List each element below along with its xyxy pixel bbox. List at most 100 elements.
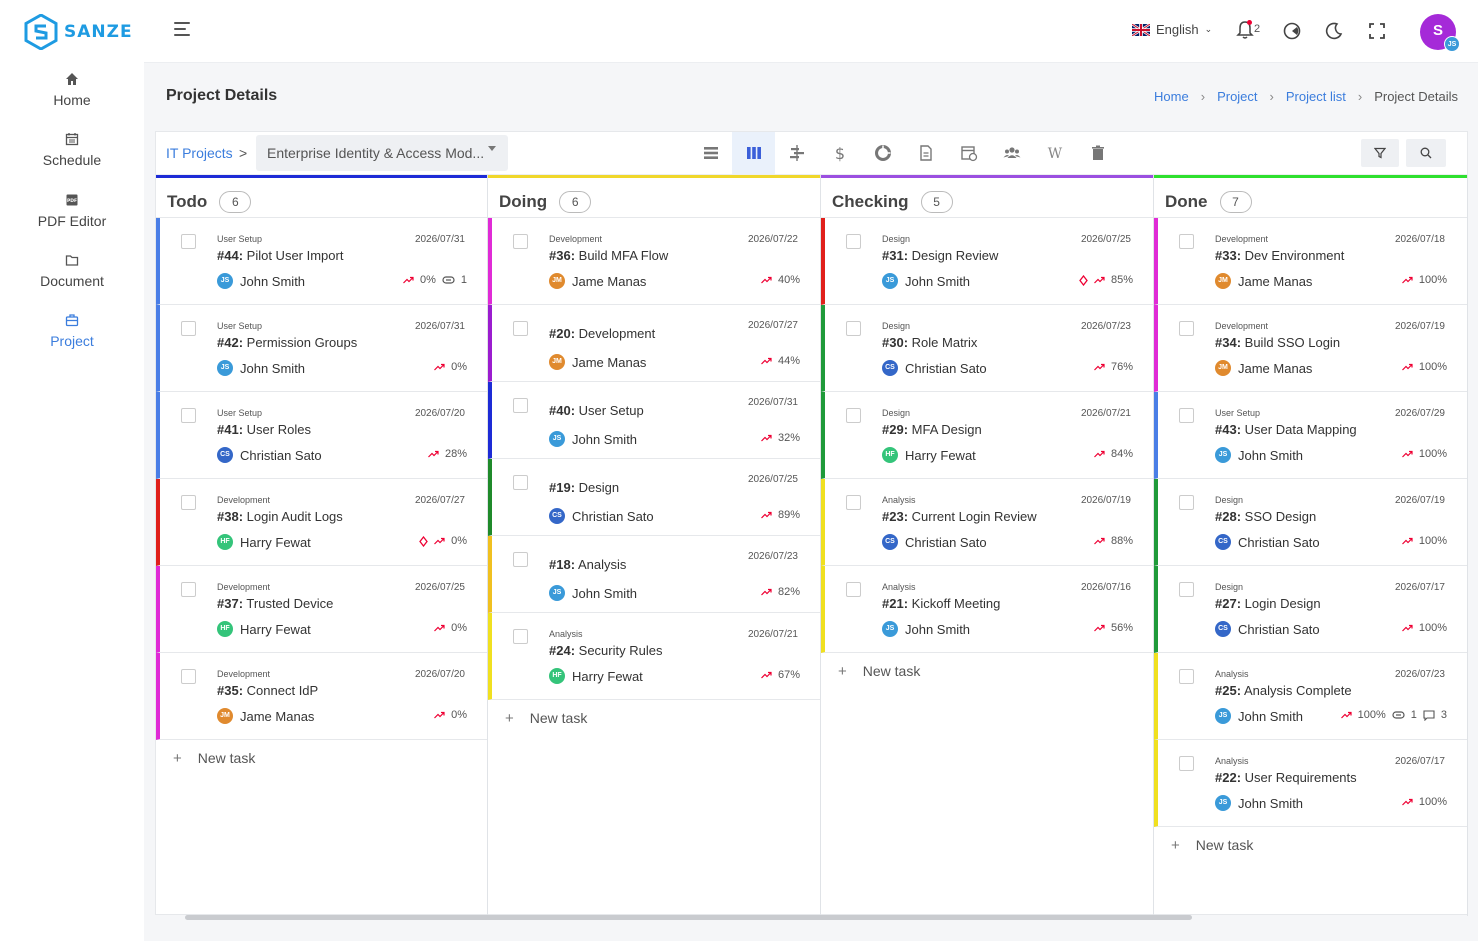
task-card[interactable]: 2026/07/25 #19: Design CS Christian Sato 89% [488, 459, 820, 536]
task-number: #22: [1215, 770, 1242, 785]
task-card[interactable]: Design 2026/07/19 #28: SSO Design CS Christi… [1154, 479, 1467, 566]
wiki-button[interactable]: W [1033, 132, 1076, 174]
cost-button[interactable]: $ [818, 132, 861, 174]
chart-button[interactable] [861, 132, 904, 174]
task-card[interactable]: Design 2026/07/23 #30: Role Matrix CS Christ… [821, 305, 1153, 392]
task-checkbox[interactable] [846, 408, 861, 423]
task-due-date: 2026/07/31 [747, 397, 798, 408]
task-card[interactable]: 2026/07/23 #18: Analysis JS John Smith 82% [488, 536, 820, 613]
new-task-label: New task [1195, 837, 1254, 853]
notifications-button[interactable]: 2 [1236, 20, 1260, 45]
task-card[interactable]: User Setup 2026/07/31 #44: Pilot User Impo… [156, 218, 487, 305]
task-checkbox[interactable] [181, 321, 196, 336]
task-card[interactable]: Design 2026/07/17 #27: Login Design CS Chris… [1154, 566, 1467, 653]
assignee-name: Christian Sato [905, 360, 987, 376]
horizontal-scrollbar[interactable] [185, 915, 1192, 920]
column-todo: Todo 6 User Setup 2026/07/31 #44: Pilot User… [156, 175, 488, 916]
sidebar-item-home[interactable]: Home [0, 72, 144, 108]
task-card[interactable]: Development 2026/07/19 #34: Build SSO Logi… [1154, 305, 1467, 392]
language-selector[interactable]: English ⌄ [1132, 22, 1212, 37]
task-card[interactable]: Development 2026/07/18 #33: Dev Environmen… [1154, 218, 1467, 305]
task-card[interactable]: 2026/07/27 #20: Development JM Jame Manas 44… [488, 305, 820, 382]
task-checkbox[interactable] [1179, 756, 1194, 771]
task-card[interactable]: Analysis 2026/07/23 #25: Analysis Complete… [1154, 653, 1467, 740]
task-card[interactable]: Design 2026/07/21 #29: MFA Design HF Harry F… [821, 392, 1153, 479]
trend-up-icon [761, 434, 772, 442]
fullscreen-icon[interactable] [1367, 21, 1387, 41]
task-checkbox[interactable] [1179, 321, 1194, 336]
task-checkbox[interactable] [846, 321, 861, 336]
task-card[interactable]: Development 2026/07/22 #36: Build MFA Flow… [488, 218, 820, 305]
task-checkbox[interactable] [181, 582, 196, 597]
task-checkbox[interactable] [846, 582, 861, 597]
task-checkbox[interactable] [1179, 495, 1194, 510]
menu-toggle-icon[interactable] [174, 22, 190, 38]
sidebar-item-project[interactable]: Project [0, 313, 144, 349]
task-card[interactable]: Analysis 2026/07/21 #24: Security Rules HF H… [488, 613, 820, 700]
task-assignee: JS John Smith [217, 360, 305, 376]
document-button[interactable] [904, 132, 947, 174]
new-task-button[interactable]: + New task [821, 653, 1153, 693]
task-due-date: 2026/07/19 [1394, 321, 1445, 332]
task-checkbox[interactable] [513, 475, 528, 490]
dark-mode-icon[interactable] [1324, 21, 1344, 41]
task-card[interactable]: User Setup 2026/07/20 #41: User Roles CS Chr… [156, 392, 487, 479]
task-checkbox[interactable] [181, 234, 196, 249]
task-card[interactable]: 2026/07/31 #40: User Setup JS John Smith 32% [488, 382, 820, 459]
task-checkbox[interactable] [513, 552, 528, 567]
task-category: User Setup [217, 321, 263, 331]
task-checkbox[interactable] [846, 495, 861, 510]
new-task-button[interactable]: + New task [156, 740, 487, 780]
task-checkbox[interactable] [513, 629, 528, 644]
task-category: User Setup [217, 408, 263, 418]
task-card[interactable]: Development 2026/07/20 #35: Connect IdP JM J… [156, 653, 487, 740]
task-card[interactable]: Analysis 2026/07/16 #21: Kickoff Meeting JS… [821, 566, 1153, 653]
task-checkbox[interactable] [1179, 408, 1194, 423]
gantt-view-button[interactable] [775, 132, 818, 174]
task-card[interactable]: Analysis 2026/07/17 #22: User Requirements… [1154, 740, 1467, 827]
task-checkbox[interactable] [1179, 669, 1194, 684]
svg-text:W: W [1047, 146, 1062, 162]
new-task-button[interactable]: + New task [1154, 827, 1467, 867]
kanban-view-button[interactable] [732, 132, 775, 174]
breadcrumb-project[interactable]: Project [1217, 89, 1258, 104]
user-avatar[interactable]: S JS [1420, 14, 1460, 52]
task-card[interactable]: User Setup 2026/07/29 #43: User Data Mappi… [1154, 392, 1467, 479]
breadcrumb-project-list[interactable]: Project list [1285, 89, 1346, 104]
new-task-button[interactable]: + New task [488, 700, 820, 740]
task-due-date: 2026/07/23 [1080, 321, 1131, 332]
members-button[interactable] [990, 132, 1033, 174]
task-checkbox[interactable] [181, 669, 196, 684]
calendar-view-button[interactable] [947, 132, 990, 174]
progress-percent: 100% [1418, 274, 1447, 286]
task-checkbox[interactable] [846, 234, 861, 249]
it-projects-link[interactable]: IT Projects [166, 145, 233, 161]
sidebar-item-label: Schedule [42, 152, 102, 168]
task-checkbox[interactable] [181, 408, 196, 423]
task-checkbox[interactable] [1179, 582, 1194, 597]
task-checkbox[interactable] [513, 321, 528, 336]
filter-button[interactable] [1361, 139, 1399, 167]
task-card[interactable]: Development 2026/07/27 #38: Login Audit Lo… [156, 479, 487, 566]
task-card[interactable]: Analysis 2026/07/19 #23: Current Login Rev… [821, 479, 1153, 566]
trash-button[interactable] [1076, 132, 1119, 174]
search-button[interactable] [1406, 139, 1446, 167]
task-name: Current Login Review [911, 509, 1037, 524]
task-card[interactable]: Development 2026/07/25 #37: Trusted Device… [156, 566, 487, 653]
sidebar-item-schedule[interactable]: Schedule [0, 132, 144, 168]
brand-logo[interactable]: SANZE [24, 14, 133, 50]
task-checkbox[interactable] [181, 495, 196, 510]
task-card[interactable]: Design 2026/07/25 #31: Design Review JS John… [821, 218, 1153, 305]
sidebar-item-pdf-editor[interactable]: PDF PDF Editor [0, 193, 144, 229]
sidebar-item-document[interactable]: Document [0, 253, 144, 289]
task-card[interactable]: User Setup 2026/07/31 #42: Permission Grou… [156, 305, 487, 392]
theme-contrast-icon[interactable] [1282, 21, 1302, 41]
list-view-button[interactable] [689, 132, 732, 174]
task-checkbox[interactable] [513, 234, 528, 249]
task-name: Analysis Complete [1243, 683, 1352, 698]
breadcrumb-home[interactable]: Home [1154, 89, 1189, 104]
task-checkbox[interactable] [1179, 234, 1194, 249]
assignee-avatar: JS [549, 431, 565, 447]
project-select[interactable]: Enterprise Identity & Access Mod... [256, 135, 508, 171]
task-checkbox[interactable] [513, 398, 528, 413]
